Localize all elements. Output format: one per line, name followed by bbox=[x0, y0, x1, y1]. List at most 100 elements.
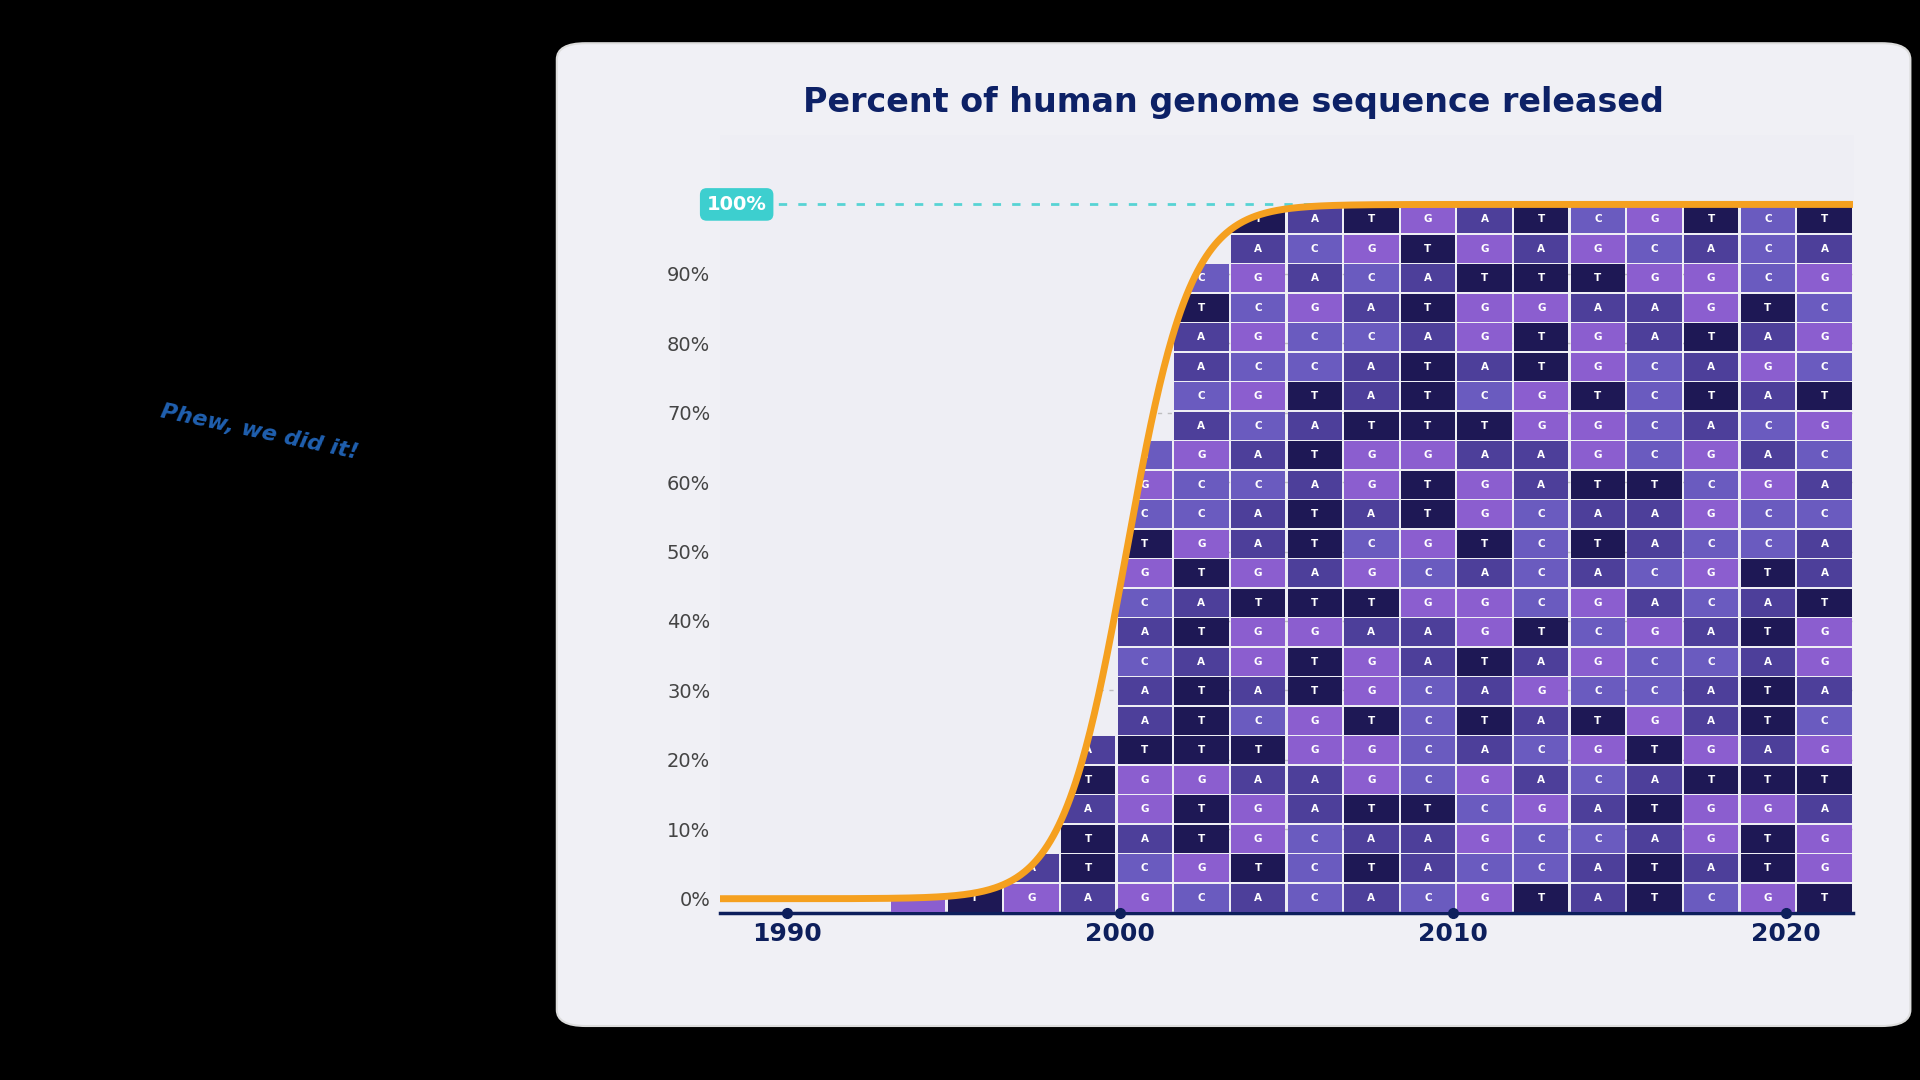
Bar bbox=[1457, 265, 1511, 292]
Bar bbox=[1797, 796, 1851, 823]
Text: G: G bbox=[1254, 627, 1261, 637]
Bar bbox=[1288, 353, 1342, 380]
Text: A: A bbox=[1764, 597, 1772, 608]
Bar bbox=[1797, 677, 1851, 705]
Text: A: A bbox=[1480, 745, 1488, 755]
Bar bbox=[1797, 500, 1851, 528]
Bar bbox=[1684, 353, 1738, 380]
Bar bbox=[1344, 530, 1398, 557]
Text: C: C bbox=[1538, 745, 1546, 755]
Text: G: G bbox=[1480, 597, 1488, 608]
Text: C: C bbox=[1254, 480, 1261, 489]
Text: T: T bbox=[1425, 805, 1432, 814]
Bar bbox=[1684, 737, 1738, 765]
Bar bbox=[1175, 294, 1229, 322]
Text: T: T bbox=[1707, 774, 1715, 785]
Text: T: T bbox=[1367, 214, 1375, 225]
Text: C: C bbox=[1707, 893, 1715, 903]
Bar bbox=[1288, 265, 1342, 292]
Bar bbox=[1684, 559, 1738, 588]
Bar bbox=[1457, 796, 1511, 823]
Bar bbox=[1402, 411, 1455, 440]
Text: A: A bbox=[1254, 774, 1261, 785]
Bar bbox=[1402, 825, 1455, 853]
Text: G: G bbox=[914, 893, 922, 903]
Bar bbox=[1797, 323, 1851, 351]
Text: T: T bbox=[1425, 480, 1432, 489]
Text: C: C bbox=[1707, 539, 1715, 549]
Bar bbox=[1741, 353, 1795, 380]
Text: C: C bbox=[1651, 686, 1659, 697]
Bar bbox=[1402, 677, 1455, 705]
Bar bbox=[1402, 471, 1455, 499]
Bar bbox=[1344, 825, 1398, 853]
Bar bbox=[1175, 854, 1229, 882]
Bar bbox=[1457, 353, 1511, 380]
Text: C: C bbox=[1651, 450, 1659, 460]
Bar bbox=[1231, 737, 1284, 765]
Text: A: A bbox=[1085, 745, 1092, 755]
Bar bbox=[1515, 796, 1569, 823]
Bar bbox=[1231, 294, 1284, 322]
Bar bbox=[1515, 234, 1569, 262]
Text: T: T bbox=[1367, 421, 1375, 431]
Text: 100%: 100% bbox=[707, 194, 766, 214]
Text: A: A bbox=[1085, 805, 1092, 814]
Text: A: A bbox=[1538, 657, 1546, 666]
Text: G: G bbox=[1254, 805, 1261, 814]
Bar bbox=[1571, 530, 1624, 557]
Text: A: A bbox=[1367, 302, 1375, 313]
Text: C: C bbox=[1594, 834, 1601, 843]
Text: A: A bbox=[1707, 244, 1715, 254]
Text: A: A bbox=[1311, 421, 1319, 431]
Text: T: T bbox=[1538, 893, 1546, 903]
Bar bbox=[1288, 883, 1342, 912]
Bar bbox=[1117, 737, 1171, 765]
Text: A: A bbox=[1707, 863, 1715, 874]
Bar bbox=[1571, 265, 1624, 292]
Bar bbox=[1457, 530, 1511, 557]
Text: A: A bbox=[1651, 510, 1659, 519]
Bar bbox=[1231, 500, 1284, 528]
Text: G: G bbox=[1594, 244, 1601, 254]
Bar bbox=[1231, 677, 1284, 705]
Text: G: G bbox=[1707, 568, 1715, 578]
Bar bbox=[1797, 559, 1851, 588]
Text: G: G bbox=[1651, 214, 1659, 225]
Bar bbox=[1515, 619, 1569, 646]
Bar bbox=[1684, 825, 1738, 853]
Text: C: C bbox=[1764, 244, 1772, 254]
Bar bbox=[1457, 471, 1511, 499]
Text: G: G bbox=[1707, 510, 1715, 519]
Bar bbox=[1175, 265, 1229, 292]
Text: G: G bbox=[1707, 450, 1715, 460]
Bar bbox=[1741, 205, 1795, 233]
Text: A: A bbox=[1311, 568, 1319, 578]
Bar bbox=[1117, 471, 1171, 499]
Text: C: C bbox=[1140, 863, 1148, 874]
Bar bbox=[1231, 411, 1284, 440]
Bar bbox=[1515, 766, 1569, 794]
Bar bbox=[1344, 442, 1398, 469]
Text: T: T bbox=[1764, 568, 1772, 578]
Text: T: T bbox=[1480, 657, 1488, 666]
Text: C: C bbox=[1198, 391, 1206, 402]
Text: T: T bbox=[972, 893, 979, 903]
Bar bbox=[1684, 796, 1738, 823]
Text: T: T bbox=[1820, 597, 1828, 608]
Bar bbox=[1628, 619, 1682, 646]
Bar bbox=[1288, 648, 1342, 676]
Bar bbox=[1797, 854, 1851, 882]
Text: A: A bbox=[1764, 745, 1772, 755]
Bar bbox=[1571, 707, 1624, 734]
Bar bbox=[1175, 559, 1229, 588]
Text: A: A bbox=[1480, 686, 1488, 697]
Text: A: A bbox=[1367, 391, 1375, 402]
Text: T: T bbox=[1085, 834, 1092, 843]
Bar bbox=[1288, 471, 1342, 499]
Bar bbox=[1571, 854, 1624, 882]
Text: C: C bbox=[1367, 333, 1375, 342]
Text: C: C bbox=[1764, 421, 1772, 431]
Bar bbox=[1684, 677, 1738, 705]
Text: T: T bbox=[1254, 745, 1261, 755]
